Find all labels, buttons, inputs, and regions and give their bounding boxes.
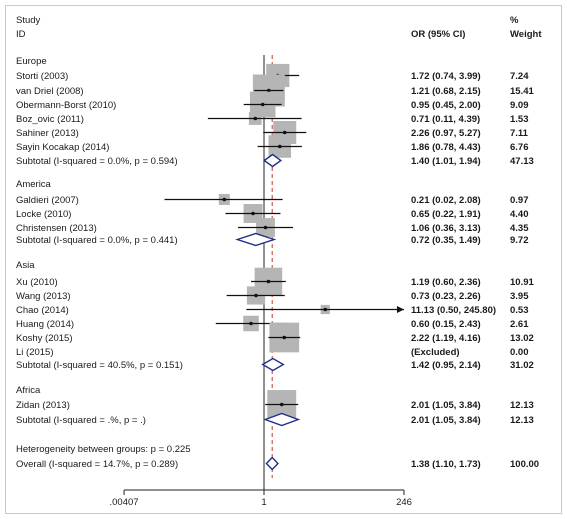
study-or-ci: 1.21 (0.68, 2.15): [411, 86, 481, 97]
group-heading: Africa: [16, 385, 41, 396]
study-label: Xu (2010): [16, 277, 58, 288]
study-weight: 15.41: [510, 86, 534, 97]
group-heading: Europe: [16, 56, 47, 67]
study-weight: 10.91: [510, 277, 534, 288]
study-weight: 12.13: [510, 400, 534, 411]
study-weight: 0.00: [510, 347, 529, 358]
subtotal-weight: 9.72: [510, 235, 529, 246]
study-or-ci: 0.73 (0.23, 2.26): [411, 291, 481, 302]
subtotal-label: Subtotal (I-squared = .%, p = .): [16, 415, 146, 426]
subtotal-weight: 31.02: [510, 360, 534, 371]
study-label: Sahiner (2013): [16, 128, 79, 139]
subtotal-diamond: [263, 412, 301, 427]
subtotal-weight: 12.13: [510, 415, 534, 426]
study-label: van Driel (2008): [16, 86, 84, 97]
subtotal-diamond: [235, 232, 277, 247]
study-label: Koshy (2015): [16, 333, 73, 344]
study-label: Locke (2010): [16, 209, 71, 220]
subtotal-or-ci: 1.42 (0.95, 2.14): [411, 360, 481, 371]
study-or-ci: 1.72 (0.74, 3.99): [411, 71, 481, 82]
subtotal-label: Subtotal (I-squared = 0.0%, p = 0.441): [16, 235, 178, 246]
study-or-ci: 0.60 (0.15, 2.43): [411, 319, 481, 330]
header-weight: Weight: [510, 29, 542, 40]
study-label: Sayin Kocakap (2014): [16, 142, 109, 153]
header-percent: %: [510, 15, 519, 26]
study-label: Huang (2014): [16, 319, 74, 330]
study-point: [260, 102, 265, 107]
study-label: Christensen (2013): [16, 223, 97, 234]
study-or-ci: 0.71 (0.11, 4.39): [411, 114, 480, 125]
study-label: Galdieri (2007): [16, 195, 79, 206]
header-or-ci: OR (95% CI): [411, 29, 465, 40]
study-or-ci: 1.06 (0.36, 3.13): [411, 223, 481, 234]
study-label: Boz_ovic (2011): [16, 114, 84, 125]
ci-arrow: [396, 306, 404, 313]
study-point: [279, 402, 284, 407]
study-point: [222, 197, 227, 202]
study-or-ci: 0.65 (0.22, 1.91): [411, 209, 481, 220]
study-or-ci: 11.13 (0.50, 245.80): [411, 305, 496, 316]
study-point: [267, 88, 271, 93]
subtotal-diamond: [263, 153, 283, 168]
study-or-ci: 1.19 (0.60, 2.36): [411, 277, 481, 288]
study-point: [323, 307, 328, 312]
subtotal-label: Subtotal (I-squared = 40.5%, p = 0.151): [16, 360, 183, 371]
study-weight: 4.35: [510, 223, 529, 234]
study-point: [253, 116, 258, 121]
group-heading: Asia: [16, 260, 35, 271]
x-tick-label: 1: [261, 497, 266, 508]
group-heading: America: [16, 179, 52, 190]
study-weight: 7.11: [510, 128, 529, 139]
study-weight: 6.76: [510, 142, 529, 153]
overall-diamond: [265, 456, 279, 471]
subtotal-weight: 47.13: [510, 156, 534, 167]
study-or-ci: 0.95 (0.45, 2.00): [411, 100, 481, 111]
study-point: [282, 130, 287, 135]
header-id: ID: [16, 29, 26, 40]
study-point: [277, 144, 282, 149]
overall-weight: 100.00: [510, 459, 539, 470]
header-study: Study: [16, 15, 41, 26]
study-weight: 9.09: [510, 100, 529, 111]
heterogeneity-text: Heterogeneity between groups: p = 0.225: [16, 444, 191, 455]
study-weight: 0.53: [510, 305, 529, 316]
subtotal-label: Subtotal (I-squared = 0.0%, p = 0.594): [16, 156, 178, 167]
overall-label: Overall (I-squared = 14.7%, p = 0.289): [16, 459, 178, 470]
study-point: [249, 321, 253, 326]
study-label: Zidan (2013): [16, 400, 70, 411]
subtotal-or-ci: 1.40 (1.01, 1.94): [411, 156, 481, 167]
study-weight: 13.02: [510, 333, 534, 344]
study-label: Storti (2003): [16, 71, 68, 82]
study-point: [263, 225, 268, 230]
x-tick-label: 246: [396, 497, 412, 508]
study-or-ci: 0.21 (0.02, 2.08): [411, 195, 481, 206]
study-point: [254, 293, 258, 298]
study-weight: 0.97: [510, 195, 529, 206]
study-weight: 1.53: [510, 114, 529, 125]
study-label: Obermann-Borst (2010): [16, 100, 116, 111]
study-weight: 3.95: [510, 291, 529, 302]
study-or-ci: 2.22 (1.19, 4.16): [411, 333, 481, 344]
study-weight: 7.24: [510, 71, 529, 82]
study-or-ci: 2.26 (0.97, 5.27): [411, 128, 481, 139]
subtotal-diamond: [261, 357, 285, 372]
study-label: Li (2015): [16, 347, 54, 358]
study-label: Wang (2013): [16, 291, 71, 302]
study-point: [266, 279, 271, 284]
study-point: [251, 211, 255, 216]
study-weight: 2.61: [510, 319, 529, 330]
study-or-ci: (Excluded): [411, 347, 460, 358]
study-or-ci: 2.01 (1.05, 3.84): [411, 400, 481, 411]
subtotal-or-ci: 2.01 (1.05, 3.84): [411, 415, 481, 426]
study-or-ci: 1.86 (0.78, 4.43): [411, 142, 481, 153]
study-point: [282, 335, 287, 340]
overall-or-ci: 1.38 (1.10, 1.73): [411, 459, 481, 470]
study-weight: 4.40: [510, 209, 529, 220]
subtotal-or-ci: 0.72 (0.35, 1.49): [411, 235, 481, 246]
study-label: Chao (2014): [16, 305, 69, 316]
x-tick-label: .00407: [109, 497, 138, 508]
